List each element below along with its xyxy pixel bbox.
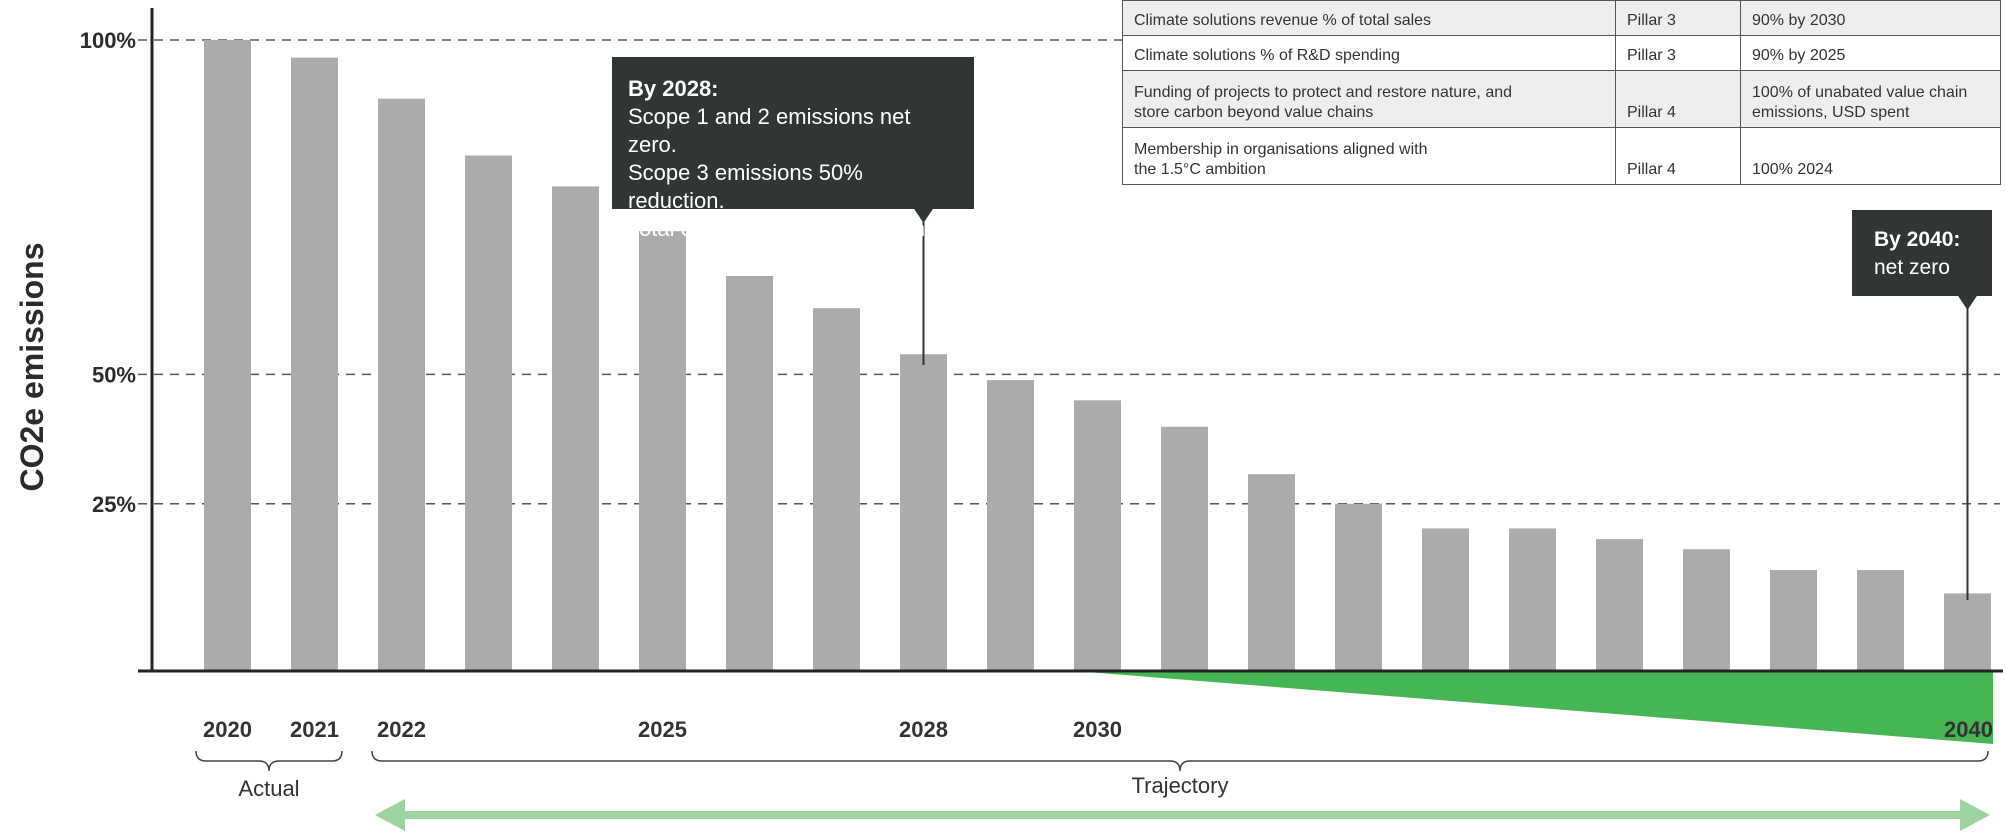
- group-label-trajectory: Trajectory: [1132, 773, 1229, 798]
- offset-area: [1074, 671, 1993, 744]
- bar-2025: [639, 231, 686, 671]
- bar-2028: [900, 354, 947, 671]
- annotation-pointer: [913, 208, 934, 223]
- y-tick-label: 100%: [80, 28, 136, 53]
- bar-2027: [813, 308, 860, 671]
- bar-2031: [1161, 426, 1208, 671]
- bar-2032: [1248, 474, 1295, 671]
- bar-2033: [1335, 503, 1382, 671]
- x-tick-label: 2020: [203, 717, 252, 742]
- bar-2020: [204, 40, 251, 671]
- table-cell: Pillar 4: [1615, 127, 1741, 185]
- x-tick-label: 2021: [290, 717, 339, 742]
- table-cell: Pillar 3: [1615, 35, 1741, 71]
- annotation-2028-line: Scope 3 emissions 50% reduction.: [628, 160, 863, 213]
- x-tick-label: 2030: [1073, 717, 1122, 742]
- bar-2029: [987, 380, 1034, 671]
- targets-table: Climate solutions revenue % of total sal…: [1122, 0, 2001, 185]
- table-cell: Funding of projects to protect and resto…: [1122, 70, 1616, 128]
- annotation-pointer: [1957, 295, 1978, 310]
- bar-2037: [1683, 549, 1730, 671]
- table-cell: 90% by 2030: [1740, 0, 2001, 36]
- table-cell: 100% of unabated value chain emissions, U…: [1740, 70, 2001, 128]
- y-axis-title: CO2e emissions: [14, 243, 50, 492]
- trajectory-arrow-left-head: [375, 799, 405, 831]
- x-tick-label: 2028: [899, 717, 948, 742]
- table-cell: 100% 2024: [1740, 127, 2001, 185]
- table-cell: 90% by 2025: [1740, 35, 2001, 71]
- table-row: Membership in organisations aligned with…: [1122, 127, 2001, 185]
- annotation-2040-title: By 2040:: [1874, 228, 1961, 251]
- bar-2021: [291, 57, 338, 672]
- bar-2030: [1074, 400, 1121, 671]
- group-label-actual: Actual: [238, 776, 299, 801]
- annotation-2028-title: By 2028:: [628, 76, 719, 101]
- bar-2036: [1596, 539, 1643, 671]
- y-tick-label: 50%: [92, 362, 136, 387]
- x-tick-label: 2025: [638, 717, 687, 742]
- annotation-2040-line: net zero: [1874, 256, 1950, 279]
- table-row: Climate solutions % of R&D spending Pilla…: [1122, 35, 2001, 71]
- table-cell: Climate solutions revenue % of total sal…: [1122, 0, 1616, 36]
- annotation-2028-line: Scope 1 and 2 emissions net zero.: [628, 104, 911, 157]
- x-tick-label: 2022: [377, 717, 426, 742]
- bar-2024: [552, 186, 599, 671]
- bar-2034: [1422, 528, 1469, 671]
- bracket-trajectory: [371, 750, 1989, 772]
- bar-2038: [1770, 570, 1817, 671]
- table-row: Climate solutions revenue % of total sal…: [1122, 0, 2001, 36]
- bracket-actual: [195, 750, 343, 772]
- bar-2023: [465, 155, 512, 671]
- table-cell: Membership in organisations aligned with…: [1122, 127, 1616, 185]
- y-tick-label: 25%: [92, 492, 136, 517]
- annotation-2028-line: Total emissions 55% reduction.: [628, 216, 932, 241]
- x-tick-label: 2040: [1944, 717, 1993, 742]
- table-cell: Pillar 4: [1615, 70, 1741, 128]
- annotation-2028-callout: By 2028: Scope 1 and 2 emissions net zer…: [612, 57, 974, 241]
- bar-2039: [1857, 570, 1904, 671]
- table-row: Funding of projects to protect and resto…: [1122, 70, 2001, 128]
- trajectory-arrow-right-head: [1960, 799, 1990, 831]
- annotation-2040-callout: By 2040: net zero: [1852, 210, 1992, 296]
- table-cell: Climate solutions % of R&D spending: [1122, 35, 1616, 71]
- bar-2022: [378, 98, 425, 672]
- table-cell: Pillar 3: [1615, 0, 1741, 36]
- bar-2035: [1509, 528, 1556, 671]
- bar-2026: [726, 275, 773, 671]
- bar-2040: [1944, 593, 1991, 671]
